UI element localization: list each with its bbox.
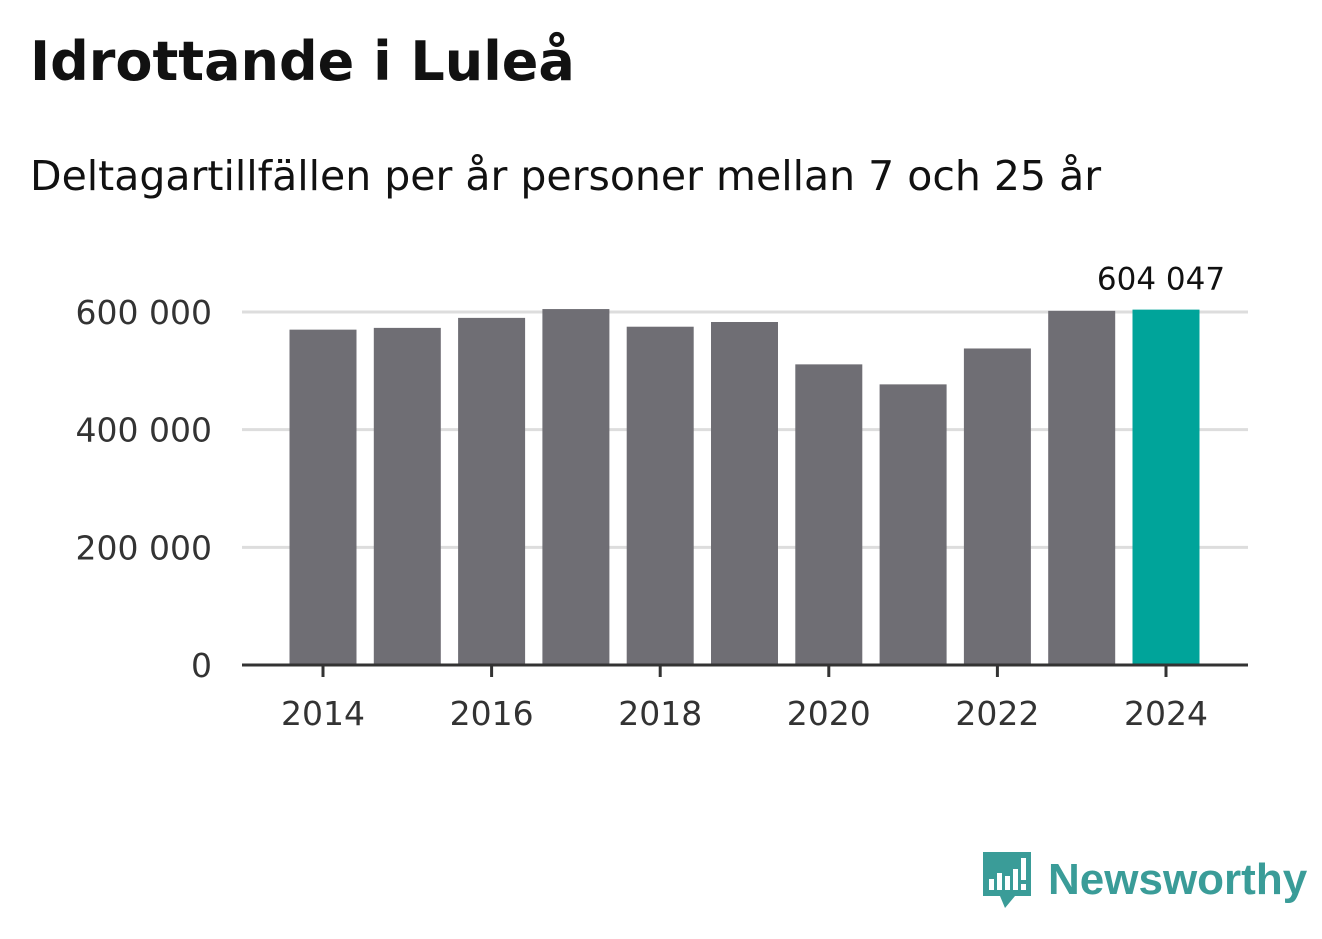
bar-2020	[795, 364, 863, 665]
brand-logo: Newsworthy	[980, 848, 1307, 912]
bar-2022	[963, 348, 1031, 665]
chart-title: Idrottande i Luleå	[30, 30, 575, 93]
bar-2023	[1048, 310, 1116, 665]
newsworthy-logo-icon	[983, 852, 1031, 908]
brand-name: Newsworthy	[1048, 855, 1308, 904]
x-tick-label: 2022	[955, 694, 1039, 733]
bar-2014	[289, 329, 357, 665]
bar-2017	[542, 309, 610, 665]
data-label-highlight: 604 047	[1097, 262, 1225, 298]
y-tick-label: 600 000	[76, 293, 212, 332]
bar-2018	[626, 326, 694, 665]
x-tick-label: 2024	[1124, 694, 1208, 733]
bar-2021	[879, 384, 947, 665]
y-tick-label: 400 000	[76, 411, 212, 450]
bar-2024	[1132, 309, 1200, 665]
y-tick-label: 200 000	[76, 528, 212, 567]
bar-chart: 0 200 000 400 000 600 000 604 047 2014 2016 201…	[76, 262, 1248, 733]
bar-2016	[458, 317, 526, 665]
x-tick-label: 2018	[618, 694, 702, 733]
y-tick-label: 0	[191, 646, 212, 685]
chart-subtitle: Deltagartillfällen per år personer mella…	[30, 152, 1102, 200]
bar-2019	[711, 322, 778, 665]
bar-2015	[373, 327, 441, 665]
x-tick-label: 2020	[787, 694, 871, 733]
x-tick-label: 2014	[281, 694, 365, 733]
x-tick-label: 2016	[450, 694, 534, 733]
